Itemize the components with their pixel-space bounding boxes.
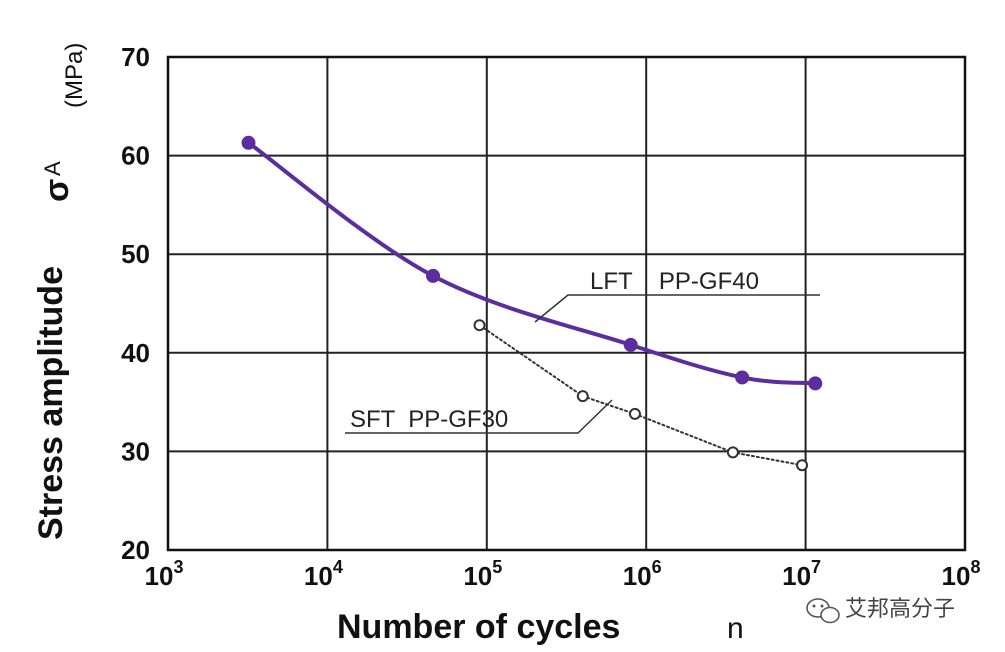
x-tick-label: 103: [145, 557, 184, 591]
y-tick-labels: 20 30 40 50 60 70: [121, 42, 150, 565]
sft-label: SFT PP-GF30: [350, 406, 508, 433]
x-tick-label: 108: [942, 557, 981, 591]
x-tick-label: 105: [463, 557, 502, 591]
y-tick-label: 30: [121, 436, 150, 466]
series-line-0: [246, 140, 818, 386]
watermark: 艾邦高分子: [806, 597, 955, 624]
y-tick-label: 50: [121, 239, 150, 269]
series-label-sft: SFT PP-GF30: [345, 399, 613, 434]
y-axis-unit: (MPa): [61, 43, 88, 108]
y-axis-title-group: Stress amplitude σ A (MPa): [32, 43, 88, 540]
lft-leader-line: [534, 294, 820, 323]
y-tick-label: 20: [121, 535, 150, 565]
x-axis-title: Number of cycles: [337, 608, 620, 646]
lft-label: LFT PP-GF40: [590, 268, 759, 295]
y-tick-label: 70: [121, 42, 150, 72]
watermark-text: 艾邦高分子: [845, 597, 955, 622]
x-tick-label: 106: [623, 557, 662, 591]
plot-frame: [166, 55, 967, 552]
series-point-0: [808, 376, 823, 391]
series-point-1: [726, 446, 739, 459]
y-tick-label: 60: [121, 141, 150, 171]
grid-lines: [168, 57, 965, 550]
y-axis-title: Stress amplitude: [32, 266, 70, 540]
y-axis-symbol: σ: [38, 179, 76, 202]
series-point-0: [426, 268, 441, 283]
series-point-1: [473, 319, 486, 332]
y-tick-label: 40: [121, 338, 150, 368]
series-point-0: [623, 337, 638, 352]
series-point-1: [628, 407, 641, 420]
series-point-1: [576, 390, 589, 403]
x-axis-symbol: n: [727, 612, 744, 645]
x-tick-label: 104: [304, 557, 343, 591]
series-point-0: [735, 370, 750, 385]
series-point-1: [796, 459, 809, 472]
series-group: [241, 135, 823, 472]
x-tick-label: 107: [782, 557, 821, 591]
x-tick-labels: 103 104 105 106 107 108: [145, 557, 981, 591]
sft-leader-line: [345, 399, 613, 434]
y-axis-symbol-sub: A: [40, 161, 65, 176]
wechat-icon: [806, 598, 840, 624]
series-label-lft: LFT PP-GF40: [534, 268, 820, 323]
series-point-0: [241, 135, 256, 150]
